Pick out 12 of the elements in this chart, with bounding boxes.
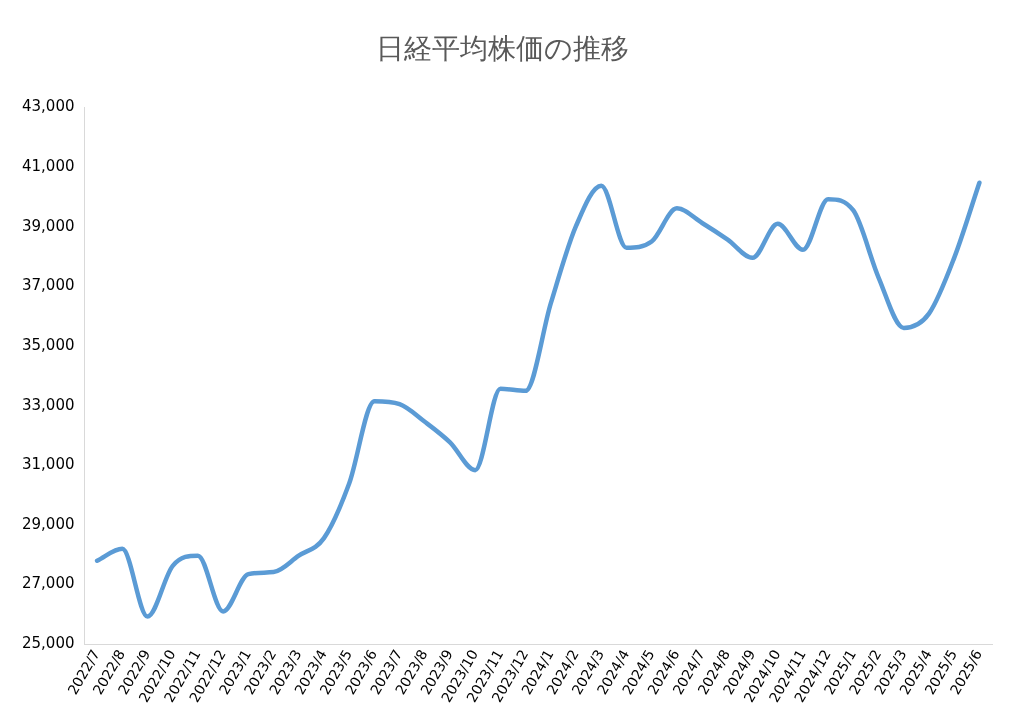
y-tick-label: 25,000	[21, 634, 75, 653]
y-tick-label: 43,000	[21, 97, 75, 116]
y-tick-label: 41,000	[21, 157, 75, 176]
y-tick-label: 33,000	[21, 395, 75, 414]
y-tick-label: 35,000	[21, 335, 75, 354]
y-tick-label: 37,000	[21, 276, 75, 295]
y-tick-label: 29,000	[21, 514, 75, 533]
chart-title: 日経平均株価の推移	[375, 32, 629, 66]
y-tick-label: 39,000	[21, 216, 75, 235]
line-series	[94, 180, 982, 619]
y-tick-label: 31,000	[21, 455, 75, 474]
y-tick-label: 27,000	[21, 574, 75, 593]
